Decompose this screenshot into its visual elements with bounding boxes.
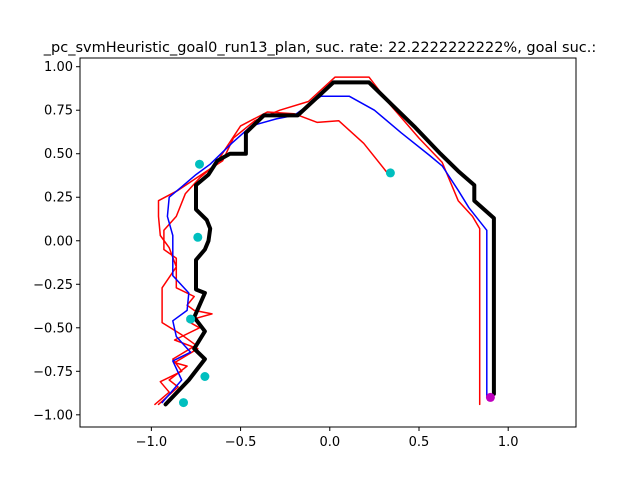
y-tick-label: 1.00 <box>44 60 73 75</box>
y-tick-label: 0.75 <box>44 104 73 119</box>
marker-point-6 <box>385 168 395 178</box>
y-axis: 1.00 0.75 0.50 0.25 0.00 −0.25 −0.50 −0.75 −1.00 <box>33 60 80 423</box>
y-tick-label: 0.00 <box>44 234 73 249</box>
x-tick-label: 0.5 <box>409 435 430 450</box>
marker-point-4 <box>200 372 210 381</box>
series-layer <box>154 76 496 407</box>
chart-title: _pc_svmHeuristic_goal0_run13_plan, suc. … <box>43 40 596 56</box>
y-tick-label: −1.00 <box>33 408 73 423</box>
series-line-2 <box>154 76 481 406</box>
marker-point-5 <box>179 398 188 408</box>
y-tick-label: −0.25 <box>33 278 73 293</box>
series-line-4 <box>163 80 496 407</box>
series-line-3 <box>161 95 488 404</box>
series-line-1 <box>157 111 390 406</box>
y-tick-label: 0.25 <box>44 191 73 206</box>
x-axis: −1.0 −0.5 0.0 0.5 1.0 <box>136 427 519 450</box>
x-tick-label: 1.0 <box>498 435 519 450</box>
marker-layer <box>179 159 495 408</box>
x-tick-label: 0.0 <box>319 435 340 450</box>
marker-point-3 <box>186 314 196 324</box>
x-tick-label: −1.0 <box>136 435 168 450</box>
marker-point-2 <box>193 232 203 242</box>
marker-point-7 <box>485 392 495 402</box>
y-tick-label: 0.50 <box>44 147 73 162</box>
y-tick-label: −0.75 <box>33 365 73 380</box>
x-tick-label: −0.5 <box>225 435 257 450</box>
y-tick-label: −0.50 <box>33 321 73 336</box>
marker-point-1 <box>195 159 204 169</box>
plot-frame <box>79 57 577 428</box>
